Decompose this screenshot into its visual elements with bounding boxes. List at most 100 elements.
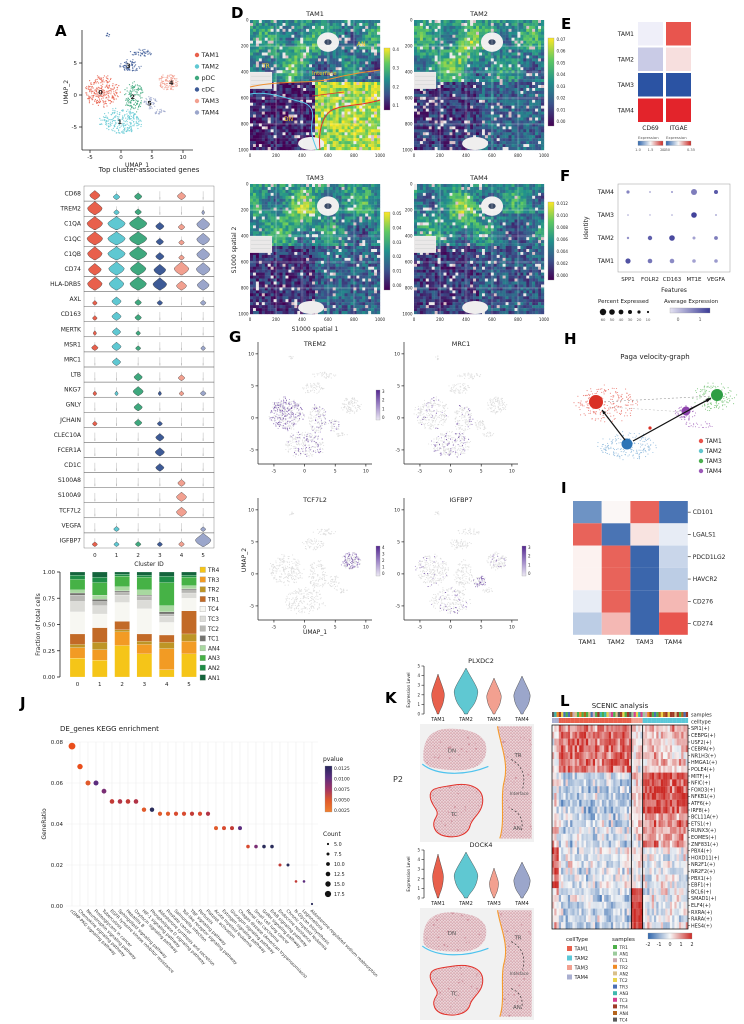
j-pvalue-tick: 0.0025 (334, 808, 350, 814)
b-gene-label: CD163 (61, 311, 81, 318)
f-avg-title: Average Expression (664, 299, 719, 305)
g-feature-MRC1: MRC1 10 5 0 -5 -5 0 5 10 (394, 340, 518, 475)
d-cbar-tick: 0.01 (393, 269, 402, 274)
g-ytick: -5 (396, 448, 401, 454)
h-legend-item: TAM4 (705, 468, 722, 475)
d-title: TAM1 (305, 10, 324, 18)
j-ytick: 0.06 (51, 781, 64, 787)
a-xtick: 0 (119, 155, 123, 161)
k-ytick: 4 (417, 673, 420, 678)
b-xtick: 4 (180, 553, 184, 559)
f-pct-title: Percent Expressed (598, 299, 649, 305)
g-cbar-tick: 0 (382, 415, 385, 420)
b-xtick: 3 (158, 553, 162, 559)
l-row-label: HOXD11(+) (691, 855, 720, 861)
d-xtick: 600 (324, 153, 332, 158)
l-row-label: FOXO3(+) (691, 787, 715, 793)
f-pct-size: 20 (637, 317, 642, 322)
l-samples-item: AN3 (620, 991, 629, 997)
l-row-label: MITF(+) (691, 774, 710, 780)
k-region-tc: TC (450, 812, 458, 818)
l-samples-item: AN4 (620, 1011, 629, 1017)
l-samples-item: AN1 (620, 952, 629, 958)
k-ytick: 1 (417, 702, 420, 707)
d-ytick: 600 (405, 260, 413, 265)
g-ytick: 10 (394, 508, 400, 514)
g-cbar-tick: 3 (382, 389, 385, 394)
k-ytick: 3 (417, 867, 420, 872)
a-cluster-number: 0 (98, 88, 103, 96)
c-ytick: 0.00 (43, 675, 56, 681)
c-legend-item: TC2 (207, 627, 219, 633)
b-gene-label: IGFBP7 (60, 537, 82, 544)
l-samples-item: TR4 (619, 1004, 629, 1010)
panel-i-heatmap: CD101 LGALS1 PDCD1LG2 HAVCR2 CD276 CD274 TAM1 T… (573, 501, 726, 646)
panel-d-spatial-maps: TAM1 0 0 200 200 400 400 600 600 800 800 1000 1000 0.… (231, 10, 568, 333)
d-ytick: 200 (405, 208, 413, 213)
d-cbar-tick: 0.01 (557, 107, 566, 112)
g-ytick: 0 (251, 416, 254, 422)
l-row-label: CEBPG(+) (691, 733, 716, 739)
d-ytick: 400 (241, 234, 249, 239)
j-count-title: Count (323, 831, 341, 838)
k-cat-label: TAM3 (486, 901, 501, 907)
k-violin-title: DOCK4 (469, 841, 492, 849)
b-gene-label: LTB (71, 372, 81, 379)
l-row-label: SMAD1(+) (691, 896, 717, 902)
panel-j-title: DE_genes KEGG enrichment (60, 725, 159, 733)
d-cbar-tick: 0.07 (557, 37, 566, 42)
k-ytick: 5 (417, 848, 420, 853)
i-row-label: CD274 (693, 621, 713, 628)
h-legend-item: TAM3 (705, 458, 722, 465)
g-xtick: 10 (509, 469, 515, 475)
j-count-size: 15.0 (334, 882, 345, 888)
b-gene-label: AXL (69, 296, 81, 303)
c-ytick: 0.25 (43, 649, 56, 655)
e-row-label: TAM4 (617, 107, 634, 114)
d-cbar-tick: 0.010 (557, 213, 569, 218)
g-feature-IGFBP7: IGFBP7 10 5 0 -5 -5 0 5 10 (394, 496, 518, 631)
f-row-label: TAM1 (597, 258, 614, 265)
i-row-label: CD276 (693, 598, 713, 605)
panel-g-label: G (229, 328, 242, 346)
panel-b-violin-grid: CD68 TREM2 C1QA C1QC C1QB CD74 HLA-DRB5 AXL CD16… (50, 185, 215, 568)
c-xtick: 2 (120, 682, 124, 688)
l-row-label: ETS1(+) (691, 821, 711, 827)
g-feature-TREM2: TREM2 10 5 0 -5 -5 0 5 10 (248, 340, 372, 475)
b-xtick: 2 (136, 553, 140, 559)
d-ytick: 800 (241, 122, 249, 127)
d-xtick: 200 (272, 317, 280, 322)
d-ytick: 0 (246, 182, 249, 187)
panel-l-title: SCENIC analysis (591, 702, 649, 710)
d-title: TAM2 (469, 10, 488, 18)
l-samples-item: TR2 (619, 965, 629, 971)
c-legend-item: TC1 (207, 637, 219, 643)
d-ytick: 800 (405, 286, 413, 291)
i-row-label: HAVCR2 (693, 576, 718, 583)
e-cbar-tick: 1.5 (648, 148, 654, 152)
l-cbar-tick: 2 (690, 942, 693, 948)
l-row-label: RXRA(+) (691, 910, 712, 916)
d-cbar-tick: 0.002 (557, 261, 569, 266)
k-region-interface: Interface (510, 791, 529, 796)
b-gene-label: TREM2 (59, 206, 81, 213)
g-xtick: 0 (449, 625, 452, 631)
f-avg-tick: 1 (699, 317, 702, 323)
panel-a-label: A (55, 22, 67, 40)
l-samples-item: TR1 (619, 945, 629, 951)
panel-l-scenic-heatmap: samplescelltypeSPI1(+)CEBPG(+)USF2(+)CEB… (551, 712, 720, 1024)
h-legend-item: TAM2 (705, 448, 722, 455)
f-row-label: TAM4 (597, 189, 614, 196)
g-xtick: -5 (418, 625, 423, 631)
d-ytick: 200 (241, 208, 249, 213)
l-row-label: POLE4(+) (691, 767, 715, 773)
c-legend-item: TC4 (207, 607, 219, 613)
d-cbar-tick: 0.012 (557, 201, 569, 206)
d-xtick: 800 (514, 317, 522, 322)
j-ytick: 0.00 (51, 904, 64, 910)
i-col-label: TAM4 (664, 638, 683, 646)
l-samples-item: TC4 (619, 1018, 628, 1024)
b-gene-label: C1QB (64, 251, 81, 258)
f-pct-size: 40 (619, 317, 624, 322)
k-ytick: 2 (417, 876, 420, 881)
